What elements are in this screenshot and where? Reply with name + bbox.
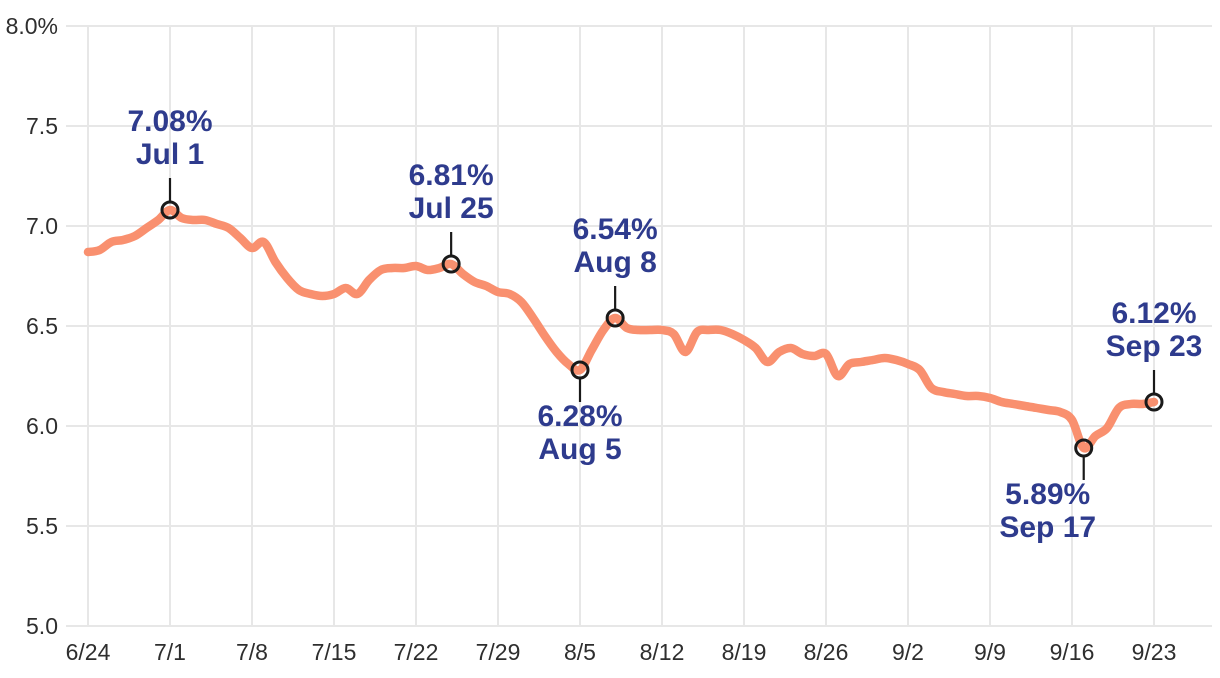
annotation-value-label: 6.12%: [1111, 297, 1196, 330]
x-tick-label: 6/24: [66, 639, 111, 665]
x-tick-label: 9/23: [1132, 639, 1177, 665]
data-point-marker: [1144, 392, 1164, 412]
x-tick-label: 7/29: [476, 639, 521, 665]
y-tick-label: 5.0: [26, 613, 58, 639]
annotation-value-label: 5.89%: [1005, 478, 1090, 511]
x-tick-label: 9/9: [974, 639, 1006, 665]
annotation-value-label: 6.54%: [573, 213, 658, 246]
data-point-marker: [160, 200, 180, 220]
annotation-value-label: 6.28%: [537, 400, 622, 433]
y-tick-label: 7.5: [26, 113, 58, 139]
annotation-date-label: Sep 17: [999, 511, 1096, 544]
annotation-date-label: Sep 23: [1106, 330, 1203, 363]
x-tick-label: 8/19: [722, 639, 767, 665]
x-tick-label: 7/8: [236, 639, 268, 665]
y-tick-label: 5.5: [26, 513, 58, 539]
data-point-marker: [570, 360, 590, 380]
x-tick-label: 7/15: [312, 639, 357, 665]
annotation-date-label: Aug 5: [538, 433, 621, 466]
data-point-marker: [1074, 438, 1094, 458]
x-tick-label: 8/26: [804, 639, 849, 665]
x-tick-label: 8/5: [564, 639, 596, 665]
annotation-value-label: 6.81%: [409, 159, 494, 192]
annotation-value-label: 7.08%: [127, 105, 212, 138]
x-tick-label: 8/12: [640, 639, 685, 665]
data-point-marker: [605, 308, 625, 328]
y-tick-label: 7.0: [26, 213, 58, 239]
data-point-marker: [441, 254, 461, 274]
y-tick-label: 6.0: [26, 413, 58, 439]
x-tick-label: 9/16: [1050, 639, 1095, 665]
x-tick-label: 9/2: [892, 639, 924, 665]
annotation-date-label: Jul 1: [136, 138, 204, 171]
y-tick-label: 6.5: [26, 313, 58, 339]
y-tick-label: 8.0%: [6, 13, 58, 39]
annotation-date-label: Jul 25: [409, 192, 494, 225]
x-tick-label: 7/22: [394, 639, 439, 665]
x-tick-label: 7/1: [154, 639, 186, 665]
annotation-date-label: Aug 8: [573, 246, 656, 279]
